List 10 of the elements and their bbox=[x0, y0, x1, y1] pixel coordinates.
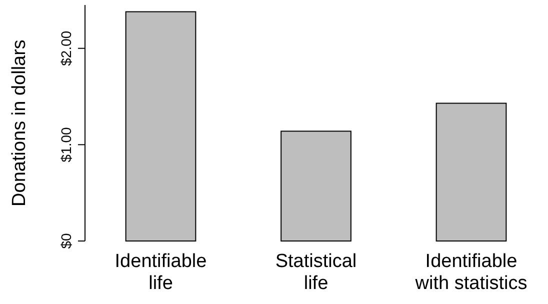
y-tick-label: $0 bbox=[58, 233, 74, 249]
x-tick-label: Statistical life bbox=[275, 251, 357, 294]
y-tick-label: $1.00 bbox=[58, 126, 74, 162]
bar bbox=[436, 102, 507, 242]
bar bbox=[125, 11, 196, 242]
y-tick-label: $2.00 bbox=[58, 30, 74, 66]
bar bbox=[280, 130, 352, 242]
y-axis-title: Donations in dollars bbox=[9, 40, 30, 206]
x-tick-label: Identifiable with statistics bbox=[414, 251, 528, 294]
x-tick-label: Identifiable life bbox=[114, 251, 207, 294]
